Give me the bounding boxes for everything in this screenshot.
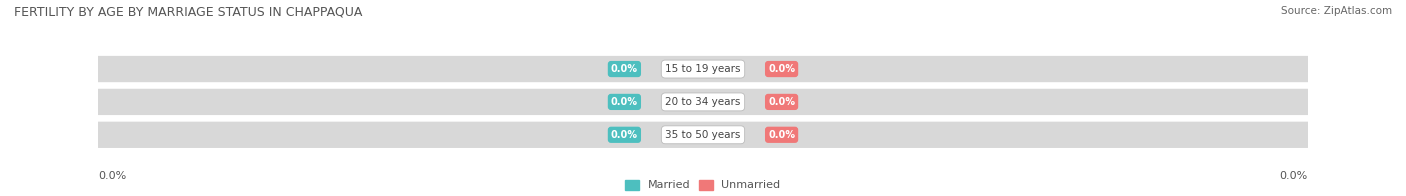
Text: 0.0%: 0.0% <box>768 64 796 74</box>
Text: 35 to 50 years: 35 to 50 years <box>665 130 741 140</box>
FancyBboxPatch shape <box>75 122 1331 148</box>
Text: FERTILITY BY AGE BY MARRIAGE STATUS IN CHAPPAQUA: FERTILITY BY AGE BY MARRIAGE STATUS IN C… <box>14 6 363 19</box>
Text: 0.0%: 0.0% <box>1279 171 1308 181</box>
Text: 15 to 19 years: 15 to 19 years <box>665 64 741 74</box>
Text: Source: ZipAtlas.com: Source: ZipAtlas.com <box>1281 6 1392 16</box>
Text: 0.0%: 0.0% <box>98 171 127 181</box>
Text: 0.0%: 0.0% <box>768 130 796 140</box>
Text: 0.0%: 0.0% <box>610 130 638 140</box>
FancyBboxPatch shape <box>75 89 1331 115</box>
FancyBboxPatch shape <box>75 56 1331 82</box>
Legend: Married, Unmarried: Married, Unmarried <box>626 180 780 191</box>
Text: 0.0%: 0.0% <box>610 97 638 107</box>
Text: 20 to 34 years: 20 to 34 years <box>665 97 741 107</box>
Text: 0.0%: 0.0% <box>768 97 796 107</box>
Text: 0.0%: 0.0% <box>610 64 638 74</box>
